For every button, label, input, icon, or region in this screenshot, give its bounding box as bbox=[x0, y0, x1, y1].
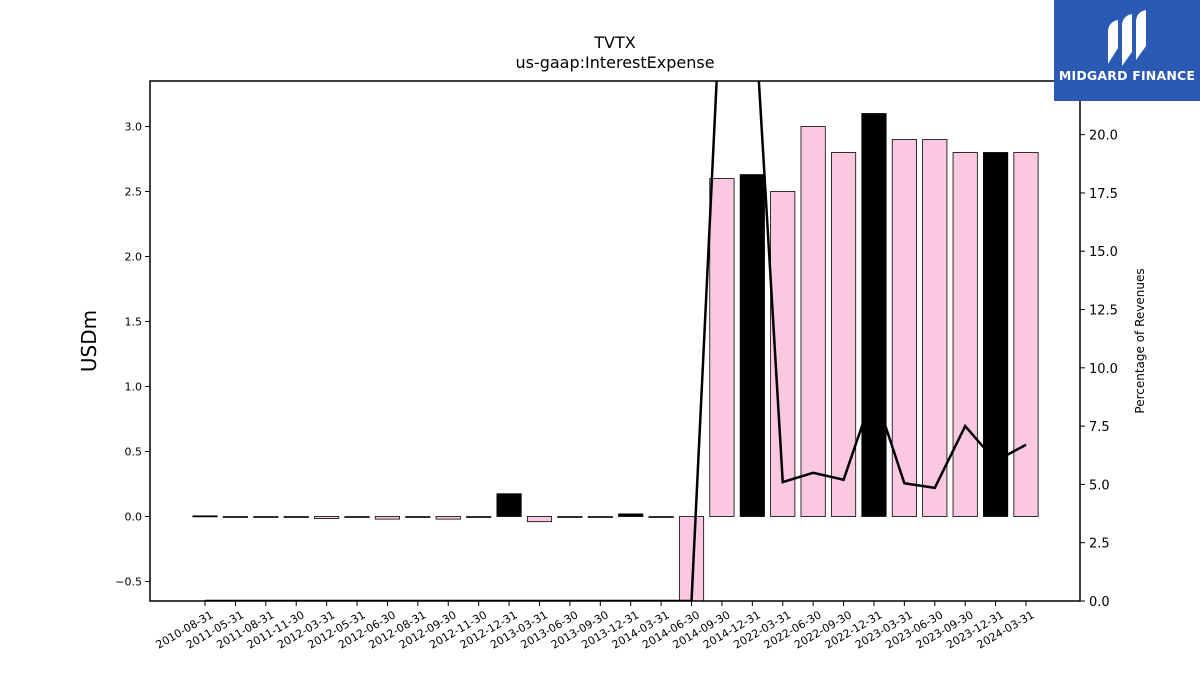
y-tick-label: 0.0 bbox=[125, 511, 143, 524]
brand-logo: MIDGARD FINANCE bbox=[1054, 0, 1200, 101]
bar bbox=[952, 152, 978, 517]
y-right-tick-label: 12.5 bbox=[1089, 304, 1118, 319]
y-tick-label: 2.0 bbox=[125, 251, 143, 264]
bar bbox=[283, 516, 309, 518]
y-tick-label: 1.0 bbox=[125, 381, 143, 394]
chart-title: TVTX bbox=[593, 33, 635, 52]
y-tick-label: 0.5 bbox=[125, 446, 143, 459]
y-right-tick-label: 7.5 bbox=[1089, 420, 1110, 435]
y-axis-right-label: Percentage of Revenues bbox=[1133, 268, 1147, 413]
bar bbox=[830, 152, 857, 517]
bar bbox=[374, 516, 401, 520]
bar bbox=[435, 516, 461, 520]
bar bbox=[587, 516, 613, 518]
bar bbox=[922, 139, 948, 517]
y-right-tick-label: 5.0 bbox=[1089, 478, 1110, 493]
bar bbox=[739, 174, 765, 517]
bar bbox=[861, 113, 887, 517]
x-axis: 2010-08-312011-05-312011-08-312011-11-30… bbox=[154, 601, 1037, 652]
brand-name: MIDGARD FINANCE bbox=[1058, 68, 1196, 83]
y-tick-label: −0.5 bbox=[115, 576, 142, 589]
bar bbox=[891, 139, 917, 517]
chart-subtitle: us-gaap:InterestExpense bbox=[515, 53, 714, 72]
bar bbox=[466, 516, 492, 518]
bar bbox=[648, 516, 674, 518]
bars-group bbox=[192, 113, 1039, 601]
y-right-tick-label: 0.0 bbox=[1089, 595, 1110, 610]
y-tick-label: 2.5 bbox=[125, 186, 143, 199]
y-right-tick-label: 10.0 bbox=[1089, 362, 1118, 377]
y-tick-label: 3.0 bbox=[125, 121, 143, 134]
bar bbox=[496, 493, 522, 517]
y-right-tick-label: 17.5 bbox=[1089, 187, 1118, 202]
plot-frame bbox=[149, 80, 1081, 602]
y-right-tick-label: 15.0 bbox=[1089, 245, 1118, 260]
line-group bbox=[205, 81, 1027, 601]
y-right-tick-label: 2.5 bbox=[1089, 537, 1110, 552]
midgard-logo-icon bbox=[1108, 10, 1146, 66]
bar bbox=[222, 516, 248, 518]
series-line bbox=[205, 81, 1027, 601]
y-axis-right: 0.0 2.5 5.0 7.5 10.0 12.5 15.0 17.5 20.0 bbox=[1080, 129, 1118, 610]
bar bbox=[344, 516, 370, 518]
bar bbox=[192, 515, 218, 518]
y-axis-left: −0.5 0.0 0.5 1.0 1.5 2.0 2.5 3.0 bbox=[115, 121, 150, 589]
bar bbox=[526, 516, 553, 523]
y-tick-label: 1.5 bbox=[125, 316, 143, 329]
bar bbox=[1013, 152, 1039, 517]
bar bbox=[800, 126, 826, 517]
y-right-tick-label: 20.0 bbox=[1089, 129, 1118, 144]
bar bbox=[253, 516, 279, 518]
bar bbox=[709, 178, 735, 517]
bar bbox=[557, 516, 583, 518]
y-axis-label: USDm bbox=[77, 310, 101, 372]
bar bbox=[314, 516, 340, 519]
bar bbox=[618, 513, 644, 517]
bar bbox=[405, 516, 431, 518]
